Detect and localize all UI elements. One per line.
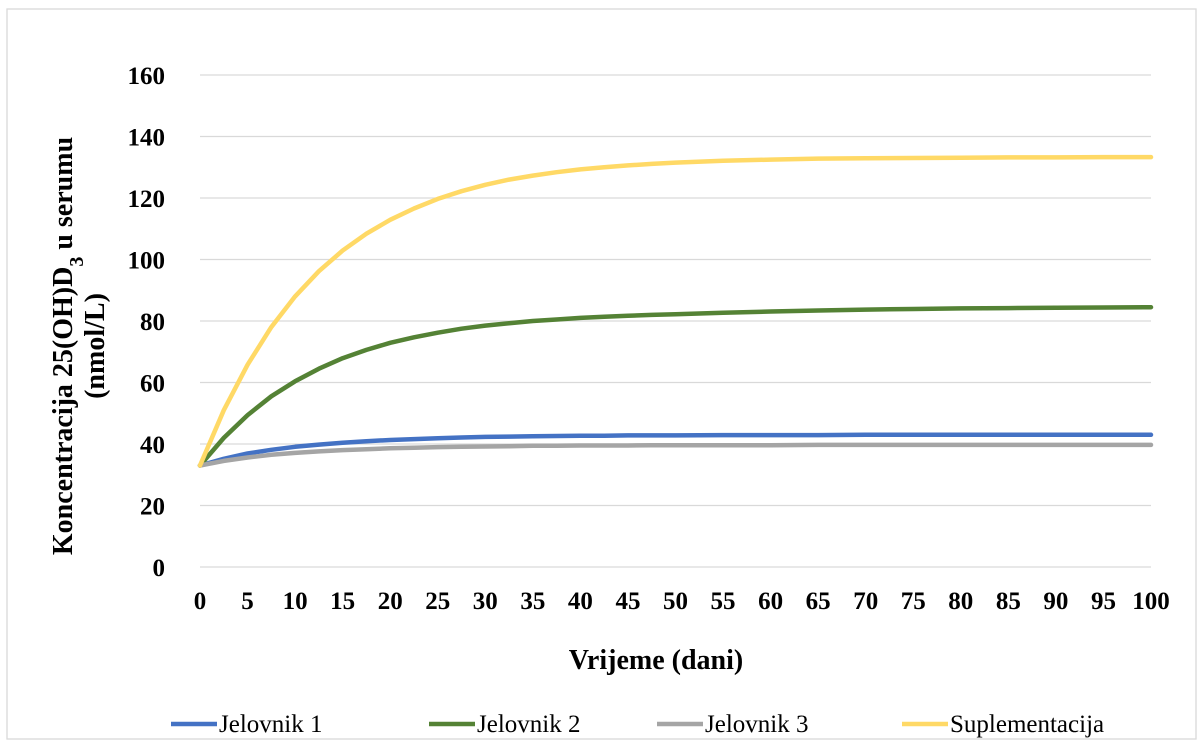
- x-tick-label: 10: [283, 588, 308, 615]
- x-tick-label: 60: [758, 588, 783, 615]
- x-tick-label: 15: [330, 588, 355, 615]
- y-axis-title-part2: u serumu: [48, 137, 79, 257]
- legend-item: Suplementacija: [902, 711, 1104, 738]
- legend-label: Jelovnik 2: [477, 711, 580, 738]
- legend-label: Jelovnik 3: [705, 711, 808, 738]
- x-tick-label: 70: [853, 588, 878, 615]
- x-tick-label: 45: [615, 588, 640, 615]
- legend-item: Jelovnik 2: [429, 711, 580, 738]
- x-tick-label: 55: [711, 588, 736, 615]
- x-tick-label: 0: [194, 588, 207, 615]
- y-tick-label: 80: [140, 309, 165, 336]
- x-tick-label: 75: [901, 588, 926, 615]
- y-tick-label: 40: [140, 432, 165, 459]
- y-axis-title-subscript: 3: [66, 257, 88, 267]
- y-tick-label: 0: [153, 555, 166, 582]
- x-tick-label: 20: [378, 588, 403, 615]
- x-tick-label: 80: [948, 588, 973, 615]
- x-tick-labels: 0 5 10 15 20 25 30 35 40 45 50 55 60 65 70 75 80 85 90 95 10…: [194, 588, 1170, 615]
- legend-label: Jelovnik 1: [219, 711, 322, 738]
- y-axis-title-line2: (nmol/L): [80, 293, 111, 399]
- legend: Jelovnik 1 Jelovnik 2 Jelovnik 3 Suplementa…: [171, 711, 1104, 738]
- x-tick-label: 5: [241, 588, 254, 615]
- x-tick-label: 40: [568, 588, 593, 615]
- y-tick-label: 60: [140, 371, 165, 398]
- x-tick-label: 90: [1043, 588, 1068, 615]
- y-axis-title: Koncentracija 25(OH)D3 u serumu (nmol/L): [48, 137, 111, 555]
- y-tick-label: 140: [128, 125, 166, 152]
- chart-border: [6, 8, 1197, 740]
- x-tick-label: 35: [520, 588, 545, 615]
- x-tick-label: 95: [1091, 588, 1116, 615]
- legend-label: Suplementacija: [950, 711, 1104, 738]
- x-tick-label: 25: [425, 588, 450, 615]
- series-line-jelovnik-2: [197, 304, 1154, 468]
- series-line-jelovnik-1: [197, 432, 1154, 468]
- x-tick-label: 30: [473, 588, 498, 615]
- y-tick-label: 100: [128, 248, 166, 275]
- x-tick-label: 100: [1132, 588, 1170, 615]
- x-tick-label: 85: [996, 588, 1021, 615]
- series-lines: [197, 154, 1154, 468]
- y-axis-title-line1: Koncentracija 25(OH)D3 u serumu: [48, 137, 88, 555]
- x-tick-label: 50: [663, 588, 688, 615]
- legend-item: Jelovnik 1: [171, 711, 322, 738]
- legend-item: Jelovnik 3: [657, 711, 808, 738]
- x-axis-title: Vrijeme (dani): [569, 645, 743, 676]
- series-line-jelovnik-3: [197, 442, 1154, 468]
- y-tick-label: 20: [140, 494, 165, 521]
- series-line-suplementacija: [197, 154, 1154, 468]
- gridlines: [200, 74, 1151, 568]
- y-axis-title-part1: Koncentracija 25(OH)D: [48, 267, 79, 556]
- x-tick-label: 65: [806, 588, 831, 615]
- y-tick-labels: 0 20 40 60 80 100 120 140 160: [128, 63, 166, 582]
- y-tick-label: 160: [128, 63, 166, 90]
- y-tick-label: 120: [128, 186, 166, 213]
